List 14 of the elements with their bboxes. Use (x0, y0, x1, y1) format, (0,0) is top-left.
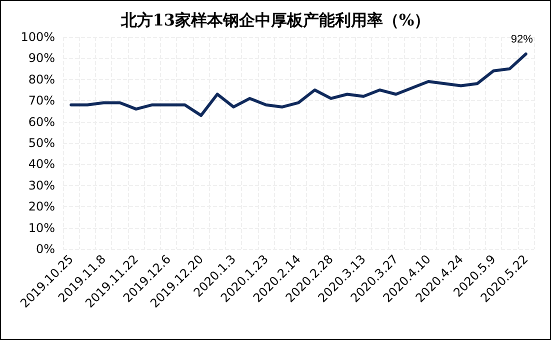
y-tick-label: 70% (28, 94, 55, 108)
y-tick-label: 80% (28, 72, 55, 86)
y-tick-label: 60% (28, 114, 55, 129)
y-tick-label: 40% (28, 157, 55, 172)
y-tick-label: 50% (28, 136, 55, 150)
y-tick-label: 10% (28, 220, 55, 235)
y-tick-label: 0% (36, 242, 55, 256)
data-label: 92% (510, 33, 534, 46)
y-tick-label: 30% (28, 178, 55, 192)
y-tick-label: 90% (28, 51, 55, 66)
y-tick-label: 100% (20, 30, 55, 44)
y-tick-label: 20% (28, 200, 55, 214)
line-series (70, 52, 528, 117)
chart-title: 北方13家样本钢企中厚板产能利用率（%） (120, 10, 430, 30)
